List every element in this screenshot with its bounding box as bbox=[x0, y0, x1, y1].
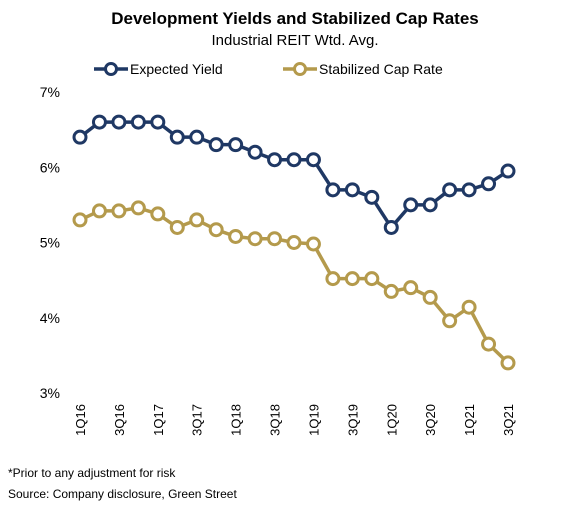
data-point bbox=[403, 197, 419, 213]
data-point bbox=[422, 289, 438, 305]
data-point bbox=[228, 137, 244, 153]
data-point bbox=[364, 189, 380, 205]
data-point bbox=[500, 163, 516, 179]
data-point bbox=[325, 271, 341, 287]
data-point bbox=[442, 182, 458, 198]
data-point bbox=[461, 182, 477, 198]
data-point bbox=[500, 355, 516, 371]
x-axis: 1Q16 3Q16 1Q17 3Q17 1Q18 3Q18 1Q19 3Q19 1Q20 3Q20… bbox=[73, 404, 516, 436]
x-tick-label: 1Q21 bbox=[462, 404, 477, 436]
data-point bbox=[247, 231, 263, 247]
x-tick-label: 1Q18 bbox=[229, 404, 244, 436]
legend-label-1: Stabilized Cap Rate bbox=[319, 61, 443, 77]
y-tick-label: 3% bbox=[40, 385, 60, 401]
data-point bbox=[305, 236, 321, 252]
legend-label-0: Expected Yield bbox=[130, 61, 223, 77]
data-point bbox=[286, 152, 302, 168]
data-point bbox=[422, 197, 438, 213]
data-point bbox=[481, 176, 497, 192]
data-point bbox=[111, 114, 127, 130]
data-point bbox=[208, 137, 224, 153]
data-point bbox=[383, 283, 399, 299]
data-point bbox=[169, 129, 185, 145]
data-point bbox=[344, 271, 360, 287]
legend-entry-1: Stabilized Cap Rate bbox=[283, 61, 443, 77]
chart-subtitle: Industrial REIT Wtd. Avg. bbox=[211, 32, 378, 49]
data-point bbox=[267, 152, 283, 168]
data-point bbox=[286, 235, 302, 250]
data-point bbox=[228, 228, 244, 244]
series-1 bbox=[72, 200, 516, 371]
y-tick-label: 5% bbox=[40, 235, 60, 251]
footnote: *Prior to any adjustment for risk bbox=[8, 466, 176, 480]
x-tick-label: 1Q17 bbox=[151, 404, 166, 436]
x-tick-label: 1Q19 bbox=[306, 404, 321, 436]
data-point bbox=[267, 231, 283, 247]
data-point bbox=[461, 299, 477, 315]
data-point bbox=[72, 212, 88, 228]
x-tick-label: 3Q19 bbox=[345, 404, 360, 436]
x-tick-label: 3Q20 bbox=[423, 404, 438, 436]
data-point bbox=[189, 212, 205, 228]
data-point bbox=[364, 271, 380, 287]
y-tick-label: 7% bbox=[40, 84, 60, 100]
x-tick-label: 1Q16 bbox=[73, 404, 88, 436]
data-point bbox=[91, 114, 107, 130]
y-axis: 3% 4% 5% 6% 7% bbox=[40, 84, 60, 401]
data-point bbox=[305, 152, 321, 168]
series-layer bbox=[72, 114, 516, 371]
data-point bbox=[383, 219, 399, 235]
data-point bbox=[208, 222, 224, 238]
source-note: Source: Company disclosure, Green Street bbox=[8, 487, 237, 501]
data-point bbox=[169, 219, 185, 235]
data-point bbox=[130, 200, 146, 216]
data-point bbox=[481, 336, 497, 352]
y-tick-label: 4% bbox=[40, 310, 60, 326]
x-tick-label: 3Q16 bbox=[112, 404, 127, 436]
chart-title: Development Yields and Stabilized Cap Ra… bbox=[111, 9, 479, 28]
data-point bbox=[150, 114, 166, 130]
x-tick-label: 3Q17 bbox=[190, 404, 205, 436]
series-line-1 bbox=[79, 206, 510, 365]
data-point bbox=[189, 129, 205, 145]
data-point bbox=[72, 129, 88, 145]
legend-entry-0: Expected Yield bbox=[94, 61, 223, 77]
x-tick-label: 3Q18 bbox=[268, 404, 283, 436]
series-0 bbox=[72, 114, 516, 235]
data-point bbox=[130, 114, 146, 130]
legend-marker-1 bbox=[293, 62, 307, 76]
data-point bbox=[442, 313, 458, 329]
data-point bbox=[325, 182, 341, 198]
data-point bbox=[247, 144, 263, 160]
data-point bbox=[111, 203, 127, 219]
data-point bbox=[344, 182, 360, 198]
data-point bbox=[403, 280, 419, 296]
x-tick-label: 1Q20 bbox=[384, 404, 399, 436]
y-tick-label: 6% bbox=[40, 159, 60, 175]
x-tick-label: 3Q21 bbox=[501, 404, 516, 436]
data-point bbox=[150, 206, 166, 222]
data-point bbox=[91, 203, 107, 219]
legend-marker-0 bbox=[104, 62, 118, 76]
legend: Expected Yield Stabilized Cap Rate bbox=[94, 61, 443, 77]
